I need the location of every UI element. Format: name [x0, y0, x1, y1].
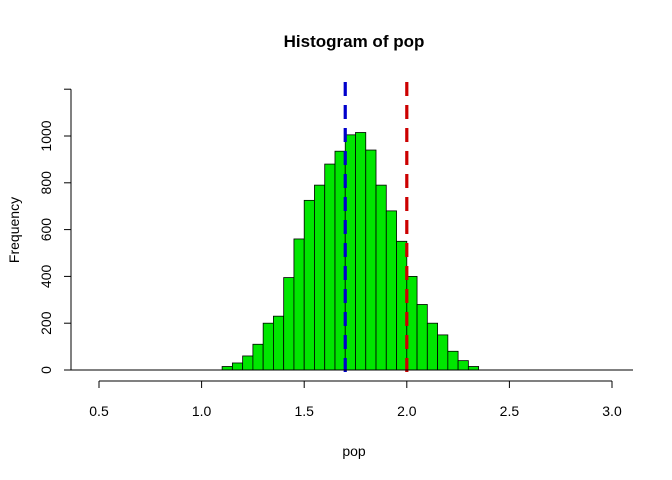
x-axis-label: pop — [342, 443, 366, 459]
histogram-bar — [396, 240, 408, 371]
histogram-bar — [314, 184, 326, 371]
x-tick-label: 1.0 — [192, 403, 212, 419]
histogram-bar — [355, 132, 367, 371]
histogram-bar — [457, 360, 469, 371]
y-tick-label: 1000 — [38, 120, 54, 151]
y-axis: 0 200 400 600 800 1000 — [38, 88, 72, 374]
histogram-bar — [252, 343, 264, 371]
histogram-bar — [273, 315, 285, 371]
histogram-bar — [303, 199, 315, 371]
bars-group — [221, 132, 480, 371]
histogram-bar — [437, 334, 449, 371]
histogram-bar — [242, 355, 254, 371]
x-tick-label: 2.0 — [397, 403, 417, 419]
x-tick-label: 3.0 — [602, 403, 622, 419]
histogram-bar — [385, 210, 397, 371]
histogram-bar — [221, 366, 233, 371]
histogram-bar — [447, 350, 459, 371]
y-tick-label: 200 — [38, 311, 54, 335]
x-tick-label: 1.5 — [294, 403, 314, 419]
histogram-bar — [375, 184, 387, 371]
y-axis-label: Frequency — [6, 197, 22, 263]
x-axis: 0.5 1.0 1.5 2.0 2.5 3.0 — [89, 380, 622, 419]
histogram-bar — [231, 362, 244, 371]
histogram-bar — [324, 163, 336, 371]
histogram-bar — [262, 322, 274, 371]
chart-title: Histogram of pop — [284, 32, 425, 51]
histogram-bar — [283, 277, 295, 371]
y-tick-label: 800 — [38, 171, 54, 195]
x-tick-label: 2.5 — [500, 403, 520, 419]
x-tick-label: 0.5 — [89, 403, 109, 419]
y-tick-label: 600 — [38, 218, 54, 242]
histogram-bar — [426, 322, 438, 371]
reference-lines-group — [343, 82, 409, 380]
y-tick-label: 400 — [38, 265, 54, 289]
y-tick-label: 0 — [38, 366, 54, 374]
histogram-bar — [416, 304, 428, 371]
histogram-bar — [467, 366, 480, 371]
histogram-bar — [365, 149, 377, 371]
histogram-bar — [293, 238, 305, 371]
